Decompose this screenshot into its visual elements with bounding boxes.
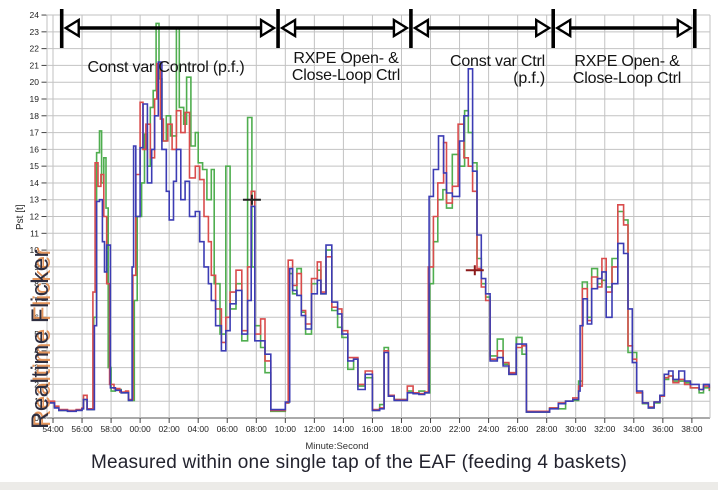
y-tick-label: 3 bbox=[34, 363, 39, 373]
x-tick-label: 02:00 bbox=[159, 424, 181, 434]
y-tick-label: 1 bbox=[34, 396, 39, 406]
y-tick-label: 8 bbox=[34, 279, 39, 289]
y-tick-label: 17 bbox=[30, 128, 40, 138]
y-tick-label: 5 bbox=[34, 329, 39, 339]
y-tick-label: 9 bbox=[34, 262, 39, 272]
region-label-rxpe-ctrl-1: RXPE Open- & Close-Loop Ctrl bbox=[282, 50, 410, 84]
region-label-line: Close-Loop Ctrl bbox=[291, 67, 401, 84]
x-tick-label: 58:00 bbox=[100, 424, 122, 434]
x-tick-label: 36:00 bbox=[652, 424, 674, 434]
region-label-line: RXPE Open- & bbox=[574, 53, 680, 70]
arrowhead-icon bbox=[535, 17, 552, 39]
y-tick-label: 23 bbox=[30, 27, 40, 37]
x-tick-label: 56:00 bbox=[71, 424, 93, 434]
x-tick-label: 18:00 bbox=[391, 424, 413, 434]
region-label-line: RXPE Open- & bbox=[293, 50, 399, 67]
x-tick-label: 34:00 bbox=[623, 424, 645, 434]
x-tick-label: 32:00 bbox=[594, 424, 616, 434]
x-tick-label: 38:00 bbox=[681, 424, 703, 434]
y-tick-label: 12 bbox=[30, 212, 40, 222]
series-blue bbox=[47, 61, 711, 413]
x-tick-label: 26:00 bbox=[507, 424, 529, 434]
y-tick-label: 21 bbox=[30, 60, 40, 70]
realtime-flicker-side-label: Realtime Flicker bbox=[27, 248, 54, 429]
arrowhead-icon bbox=[259, 17, 277, 39]
arrowhead-icon bbox=[392, 17, 410, 39]
x-tick-label: 16:00 bbox=[362, 424, 384, 434]
y-tick-label: 0 bbox=[34, 413, 39, 423]
region-label-rxpe-ctrl-2: RXPE Open- & Close-Loop Ctrl bbox=[556, 53, 698, 87]
y-tick-label: 4 bbox=[34, 346, 39, 356]
y-tick-label: 2 bbox=[34, 379, 39, 389]
y-tick-label: 18 bbox=[30, 111, 40, 121]
cursor-cross-marker bbox=[465, 265, 484, 276]
y-tick-label: 24 bbox=[30, 10, 40, 20]
cursor-cross-marker bbox=[242, 194, 261, 205]
x-axis-title: Minute:Second bbox=[305, 441, 369, 452]
y-axis-title: Pst [t] bbox=[15, 204, 26, 230]
y-tick-label: 16 bbox=[30, 144, 40, 154]
region-label-line: (p.f.) bbox=[513, 70, 545, 87]
x-tick-label: 14:00 bbox=[333, 424, 355, 434]
x-tick-label: 10:00 bbox=[275, 424, 297, 434]
x-tick-label: 28:00 bbox=[536, 424, 558, 434]
region-label-line: Const var Control (p.f.) bbox=[87, 59, 245, 76]
x-tick-label: 20:00 bbox=[420, 424, 442, 434]
x-tick-label: 00:00 bbox=[129, 424, 151, 434]
y-tick-label: 11 bbox=[30, 228, 39, 238]
x-tick-label: 54:00 bbox=[42, 424, 64, 434]
arrowhead-icon bbox=[63, 17, 80, 39]
x-tick-label: 04:00 bbox=[188, 424, 210, 434]
y-tick-label: 20 bbox=[30, 77, 40, 87]
x-tick-label: 06:00 bbox=[217, 424, 239, 434]
x-tick-label: 22:00 bbox=[449, 424, 471, 434]
y-tick-label: 15 bbox=[30, 161, 40, 171]
x-tick-label: 08:00 bbox=[246, 424, 268, 434]
x-tick-label: 24:00 bbox=[478, 424, 500, 434]
arrowhead-icon bbox=[412, 17, 430, 39]
arrowhead-icon bbox=[554, 17, 572, 39]
region-label-line: Close-Loop Ctrl bbox=[572, 70, 682, 87]
y-tick-label: 6 bbox=[34, 312, 39, 322]
bottom-strip bbox=[0, 482, 718, 490]
y-tick-label: 10 bbox=[30, 245, 40, 255]
y-tick-label: 13 bbox=[30, 195, 40, 205]
y-tick-label: 7 bbox=[34, 295, 39, 305]
x-tick-label: 12:00 bbox=[304, 424, 326, 434]
region-label-line: Const var Ctrl bbox=[450, 53, 545, 70]
arrowhead-icon bbox=[279, 17, 297, 39]
y-tick-label: 14 bbox=[30, 178, 40, 188]
region-label-const-var-ctrl: Const var Ctrl (p.f.) bbox=[413, 53, 545, 87]
region-label-const-var-control: Const var Control (p.f.) bbox=[60, 59, 272, 76]
y-tick-label: 22 bbox=[30, 44, 40, 54]
x-tick-label: 30:00 bbox=[565, 424, 587, 434]
arrowhead-icon bbox=[676, 17, 694, 39]
y-tick-label: 19 bbox=[30, 94, 40, 104]
figure-caption: Measured within one single tap of the EA… bbox=[90, 452, 628, 473]
